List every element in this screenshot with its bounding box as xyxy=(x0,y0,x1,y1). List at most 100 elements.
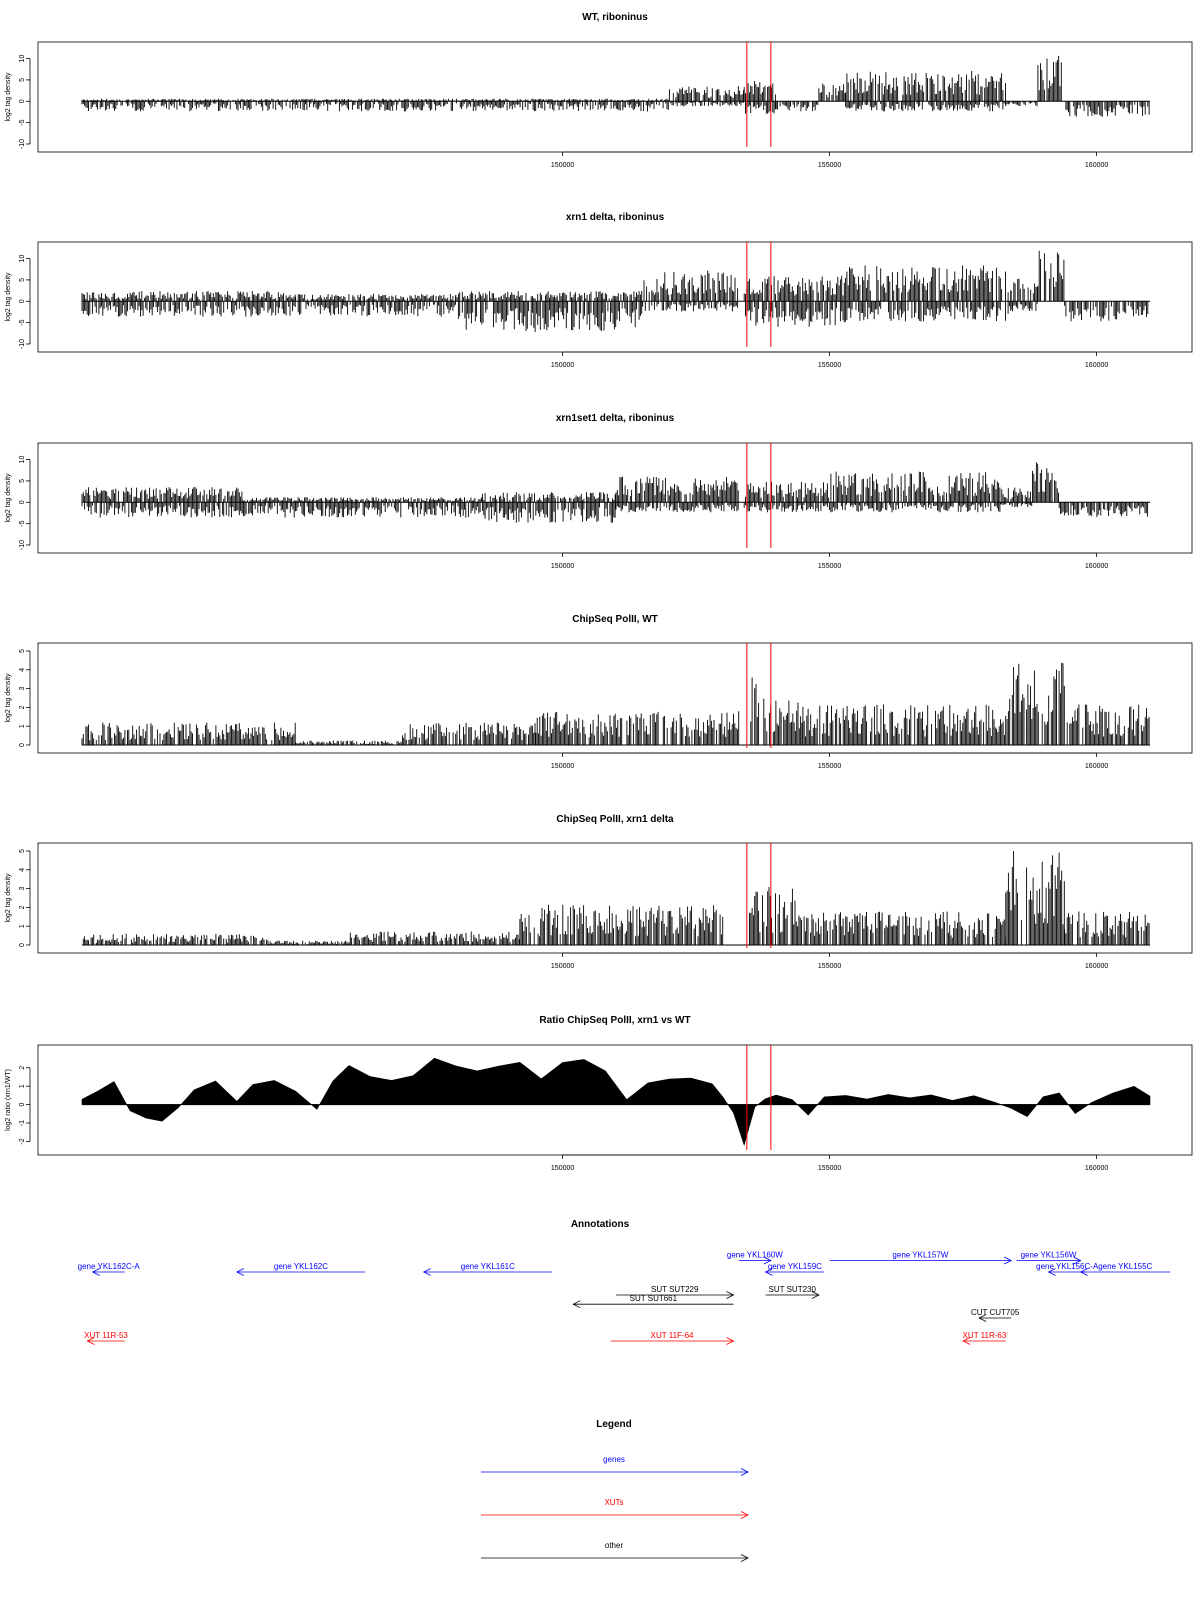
arrow-head xyxy=(763,1256,772,1265)
y-tick-label: 5 xyxy=(19,78,26,82)
x-tick-label: 150000 xyxy=(551,1165,574,1172)
gene-arrow xyxy=(91,1268,125,1276)
arrow-head xyxy=(235,1268,245,1276)
panel-frame xyxy=(37,41,1193,153)
signal-bar-path xyxy=(81,462,1149,523)
x-tick-label: 155000 xyxy=(818,563,841,570)
panel-6: Ratio ChipSeq PolII, xrn1 vs WT -2 -1 0 1 2 lo… xyxy=(5,1015,1193,1172)
x-tick-label: 160000 xyxy=(1085,563,1108,570)
signal-bar-path xyxy=(82,851,1150,945)
x-tick-label: 155000 xyxy=(818,963,841,970)
gene-label: gene YKL155C xyxy=(1098,1262,1152,1271)
y-tick-label: -2 xyxy=(19,1138,26,1144)
y-tick-label: 5 xyxy=(19,649,26,653)
legend-label: genes xyxy=(603,1455,625,1464)
y-tick-label: 3 xyxy=(19,687,26,691)
panel-frame xyxy=(37,842,1193,954)
other-arrow xyxy=(572,1300,734,1309)
gene-arrow xyxy=(1079,1268,1170,1276)
arrow-head xyxy=(740,1554,749,1562)
xut-arrow xyxy=(86,1337,125,1345)
signal-bar-path xyxy=(81,250,1149,332)
y-axis-label: log2 ratio (xrn1/WT) xyxy=(5,1069,12,1131)
signal-bars xyxy=(81,55,1150,117)
panel-3: xrn1set1 delta, riboninus -10 -5 0 5 10 log2 t… xyxy=(5,413,1193,570)
x-tick-label: 160000 xyxy=(1085,763,1108,770)
gene-arrow xyxy=(738,1256,772,1265)
y-tick-label: -10 xyxy=(19,139,26,149)
annotations-panel: Annotations gene YKL162C-A gene YKL162C gen… xyxy=(78,1219,1170,1345)
legend-arrow xyxy=(481,1468,749,1476)
y-tick-label: 0 xyxy=(19,299,26,303)
x-tick-label: 150000 xyxy=(551,763,574,770)
gene-label: gene YKL161C xyxy=(461,1262,515,1271)
y-tick-label: -1 xyxy=(19,1120,26,1126)
y-tick-label: -10 xyxy=(19,339,26,349)
xut-label: XUT 11R-53 xyxy=(84,1331,128,1340)
panel-5: ChipSeq PolII, xrn1 delta 0 1 2 3 4 5 log2 tag … xyxy=(5,814,1193,970)
gene-label: gene YKL162C-A xyxy=(78,1262,141,1271)
legend-arrow xyxy=(481,1554,749,1562)
y-tick-label: 0 xyxy=(19,743,26,747)
arrow-head xyxy=(740,1511,749,1519)
x-tick-label: 150000 xyxy=(551,963,574,970)
y-tick-label: 4 xyxy=(19,668,26,672)
x-tick-label: 160000 xyxy=(1085,1165,1108,1172)
x-tick-label: 155000 xyxy=(818,362,841,369)
gene-label: gene YKL159C xyxy=(768,1262,822,1271)
y-tick-label: -5 xyxy=(19,520,26,526)
other-arrow xyxy=(978,1314,1012,1322)
gene-arrow xyxy=(829,1256,1013,1265)
arrow-head xyxy=(91,1268,100,1276)
gene-label: gene YKL156C-A xyxy=(1036,1262,1099,1271)
gene-arrow xyxy=(764,1268,825,1276)
signal-bars xyxy=(81,250,1149,332)
y-tick-label: 2 xyxy=(19,705,26,709)
signal-bars xyxy=(81,662,1150,745)
other-label: SUT SUT661 xyxy=(630,1294,678,1303)
y-tick-label: 5 xyxy=(19,849,26,853)
panel-title: ChipSeq PolII, WT xyxy=(572,614,658,625)
arrow-head xyxy=(811,1291,820,1299)
arrow-head xyxy=(978,1314,987,1322)
gene-label: gene YKL157W xyxy=(892,1251,948,1260)
gene-label: gene YKL156W xyxy=(1021,1251,1077,1260)
signal-bars xyxy=(81,462,1149,523)
y-tick-label: -5 xyxy=(19,119,26,125)
other-label: SUT SUT230 xyxy=(769,1285,817,1294)
y-axis-label: log2 tag density xyxy=(5,673,12,723)
y-tick-label: 1 xyxy=(19,1084,26,1088)
gene-label: gene YKL162C xyxy=(274,1262,328,1271)
other-arrow xyxy=(616,1291,735,1299)
arrow-head xyxy=(422,1268,431,1276)
y-axis-label: log2 tag density xyxy=(5,72,12,122)
y-tick-label: 10 xyxy=(19,55,26,63)
xut-label: XUT 11F-64 xyxy=(651,1331,694,1340)
x-tick-label: 150000 xyxy=(551,162,574,169)
panel-2: xrn1 delta, riboninus -10 -5 0 5 10 log2 tag d… xyxy=(5,212,1193,369)
annotations-title: Annotations xyxy=(571,1219,630,1230)
arrow-head xyxy=(740,1468,749,1476)
y-tick-label: -10 xyxy=(19,540,26,550)
y-tick-label: 0 xyxy=(19,943,26,947)
arrow-head xyxy=(572,1300,581,1309)
legend-label: XUTs xyxy=(604,1498,623,1507)
x-tick-label: 160000 xyxy=(1085,963,1108,970)
arrow-head xyxy=(1047,1268,1056,1276)
y-tick-label: 0 xyxy=(19,500,26,504)
ratio-area xyxy=(81,1057,1151,1147)
panel-title: xrn1 delta, riboninus xyxy=(566,212,665,223)
arrow-head xyxy=(726,1291,735,1299)
panel-title: xrn1set1 delta, riboninus xyxy=(556,413,675,424)
arrow-head xyxy=(962,1337,971,1345)
arrow-head xyxy=(1003,1256,1013,1265)
arrow-head xyxy=(726,1337,735,1345)
other-arrow xyxy=(765,1291,820,1299)
gene-arrow xyxy=(1016,1256,1082,1265)
y-tick-label: 1 xyxy=(19,724,26,728)
x-tick-label: 160000 xyxy=(1085,362,1108,369)
arrow-head xyxy=(764,1268,773,1276)
y-axis-label: log2 tag density xyxy=(5,873,12,923)
legend-label: other xyxy=(605,1541,624,1550)
